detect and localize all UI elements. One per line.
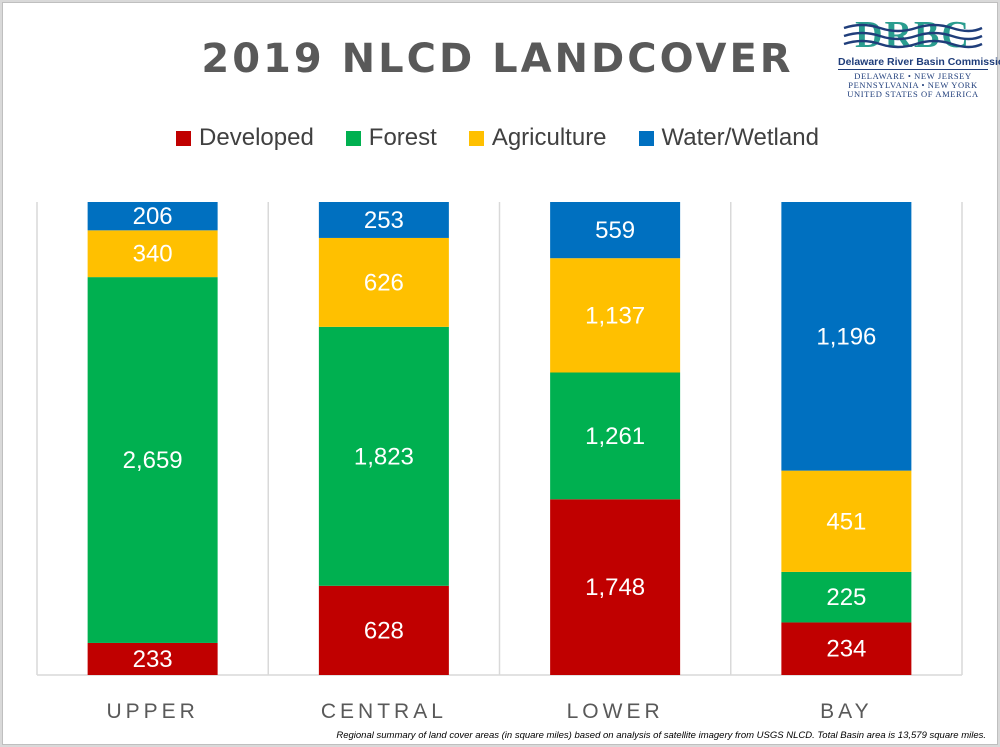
bar-forest-upper [87, 277, 218, 643]
drbc-logo: DRBC Delaware River Basin Commission DEL… [838, 14, 1000, 99]
legend-swatch-water-wetland [638, 130, 654, 146]
legend-label-water-wetland: Water/Wetland [661, 124, 819, 151]
data-label-agriculture-upper: 340 [133, 241, 173, 268]
bar-developed-upper [87, 642, 218, 675]
x-tick-label-central: CENTRAL [321, 700, 447, 723]
data-label-forest-central: 1,823 [354, 443, 414, 470]
legend-label-developed: Developed [199, 124, 314, 151]
data-label-water-wetland-lower: 559 [595, 217, 635, 244]
bar-agriculture-lower [550, 258, 681, 373]
x-tick-label-upper: UPPER [106, 700, 198, 723]
bar-agriculture-central [318, 237, 449, 327]
bar-agriculture-bay [781, 470, 912, 572]
bar-developed-central [318, 585, 449, 675]
bar-agriculture-upper [87, 230, 218, 278]
legend-swatch-forest [345, 130, 361, 146]
data-label-forest-lower: 1,261 [585, 423, 645, 450]
chart-legend: Developed Forest Agriculture Water/Wetla… [0, 124, 995, 152]
bar-water-wetland-upper [87, 202, 218, 231]
legend-swatch-developed [176, 130, 192, 146]
data-label-forest-bay: 225 [826, 584, 866, 611]
footnote: Regional summary of land cover areas (in… [336, 730, 986, 741]
data-label-developed-bay: 234 [826, 636, 866, 663]
logo-states-line-1: DELAWARE • NEW JERSEY [854, 71, 972, 81]
data-label-developed-central: 628 [364, 617, 404, 644]
legend-item-water-wetland: Water/Wetland [638, 124, 819, 152]
x-tick-label-bay: BAY [820, 700, 872, 723]
legend-item-forest: Forest [345, 124, 437, 152]
x-tick-label-lower: LOWER [567, 700, 664, 723]
data-label-water-wetland-upper: 206 [133, 203, 173, 230]
bar-developed-lower [550, 499, 681, 675]
bar-developed-bay [781, 622, 912, 675]
data-label-water-wetland-central: 253 [364, 207, 404, 234]
data-label-agriculture-lower: 1,137 [585, 302, 645, 329]
data-label-developed-lower: 1,748 [585, 574, 645, 601]
bar-forest-bay [781, 571, 912, 623]
drbc-logo-mark: DRBC [842, 14, 984, 54]
bar-forest-central [318, 326, 449, 586]
bar-forest-lower [550, 372, 681, 500]
logo-name: Delaware River Basin Commission [838, 56, 1000, 70]
legend-item-developed: Developed [176, 124, 314, 152]
logo-country-line: UNITED STATES OF AMERICA [847, 89, 979, 99]
legend-swatch-agriculture [468, 130, 484, 146]
data-label-forest-upper: 2,659 [123, 447, 183, 474]
data-label-agriculture-bay: 451 [826, 508, 866, 535]
bar-water-wetland-central [318, 202, 449, 238]
logo-states-line-2: PENNSYLVANIA • NEW YORK [848, 80, 978, 90]
chart-title: 2019 NLCD LANDCOVER [201, 36, 794, 82]
bar-water-wetland-bay [781, 202, 912, 471]
data-label-water-wetland-bay: 1,196 [816, 323, 876, 350]
bar-water-wetland-lower [550, 202, 681, 259]
data-label-agriculture-central: 626 [364, 269, 404, 296]
legend-label-agriculture: Agriculture [491, 124, 607, 151]
legend-item-agriculture: Agriculture [468, 124, 607, 152]
data-label-developed-upper: 233 [133, 646, 173, 673]
legend-label-forest: Forest [368, 124, 437, 151]
